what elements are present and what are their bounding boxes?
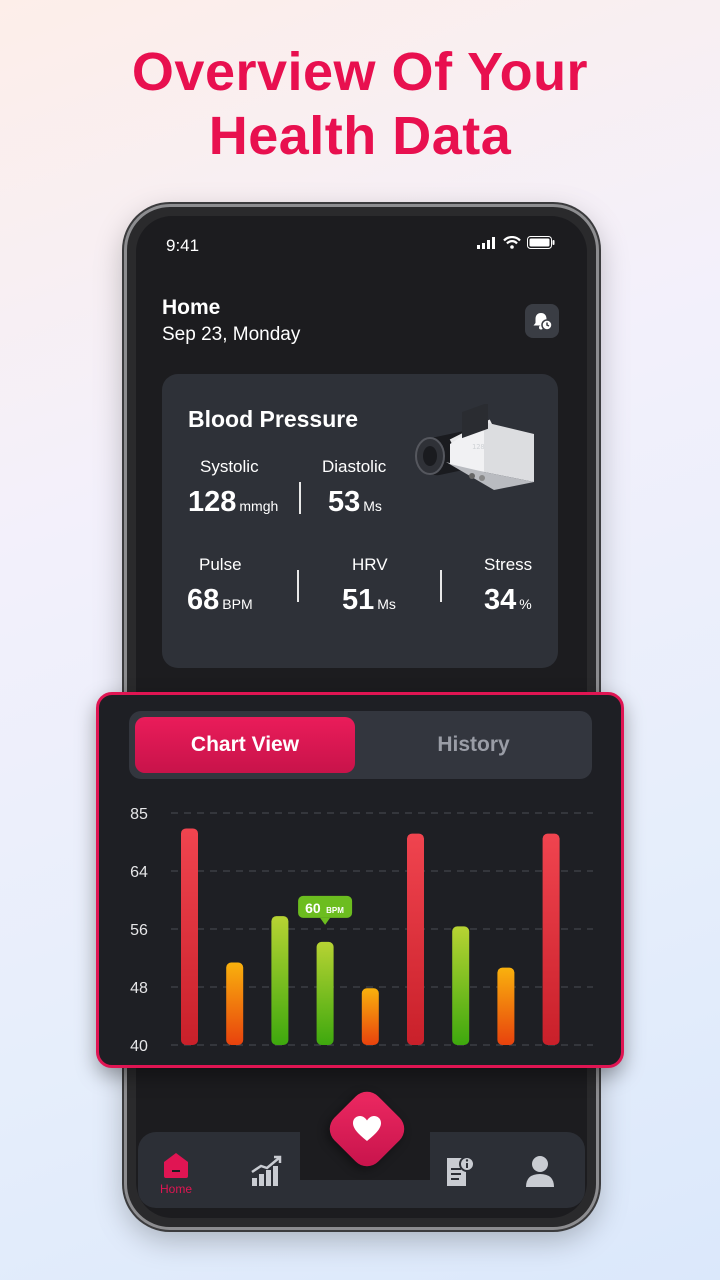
chart-bar: [497, 967, 515, 1045]
chart-bar: [316, 941, 334, 1045]
systolic-label: Systolic: [200, 457, 259, 476]
wifi-icon: [503, 236, 521, 249]
blood-pressure-card[interactable]: Blood Pressure 128 Systolic 128 mmgh Dias…: [162, 374, 558, 668]
chart-bar: [452, 926, 470, 1045]
heart-rate-bar-chart: 85 64 56 48 40 60 BPM: [130, 806, 593, 1055]
chart-bar: [361, 988, 379, 1045]
chart-bar: [542, 833, 560, 1045]
divider: [299, 482, 301, 514]
y-tick-label: 85: [130, 806, 148, 823]
heart-icon: [353, 1116, 381, 1141]
headline-line-1: Overview Of Your: [131, 42, 589, 102]
diastolic-value: 53 Ms: [328, 486, 382, 519]
stress-value: 34%: [484, 584, 532, 617]
diastolic-unit: Ms: [363, 498, 382, 514]
nav-home[interactable]: Home: [160, 1150, 192, 1196]
chart-bar: [181, 828, 198, 1045]
y-tick-label: 40: [130, 1038, 148, 1055]
alarm-bell-icon: [533, 313, 553, 331]
systolic-unit: mmgh: [239, 498, 279, 514]
divider: [440, 570, 442, 602]
chart-bar: [271, 916, 289, 1045]
tab-history[interactable]: History: [437, 733, 510, 756]
tooltip-bubble: [298, 895, 353, 918]
tooltip-unit: BPM: [326, 906, 344, 915]
chart-bar: [226, 962, 244, 1045]
battery-icon: [527, 236, 555, 249]
svg-text:128: 128: [472, 443, 485, 451]
view-segmented-control: Chart View History: [129, 711, 592, 779]
signal-icon: [477, 236, 495, 249]
pulse-number: 68: [187, 584, 220, 616]
reminder-button[interactable]: [525, 304, 559, 338]
chart-bar: [407, 833, 424, 1045]
bar-chart-trend-icon: [251, 1155, 282, 1186]
blood-pressure-title: Blood Pressure: [188, 406, 358, 432]
chart-overlay-card: Chart View History 85 64 56 48 40 60 BPM: [96, 692, 624, 1068]
status-time: 9:41: [166, 236, 200, 255]
home-icon: [164, 1153, 188, 1178]
nav-reports[interactable]: [444, 1154, 476, 1188]
nav-home-label: Home: [160, 1182, 193, 1196]
stress-number: 34: [484, 584, 517, 616]
nav-notch: [300, 1132, 430, 1180]
diastolic-label: Diastolic: [322, 457, 387, 476]
hrv-value: 51 Ms: [342, 584, 396, 617]
y-tick-label: 56: [130, 922, 148, 939]
nav-profile[interactable]: [524, 1154, 556, 1188]
y-tick-label: 64: [130, 864, 148, 881]
pulse-unit: BPM: [222, 596, 253, 612]
report-info-icon: [447, 1156, 475, 1186]
hrv-label: HRV: [352, 555, 388, 574]
blood-pressure-monitor-icon: 128: [415, 404, 534, 490]
hrv-unit: Ms: [377, 596, 396, 612]
promo-headline: Overview Of Your Health Data: [0, 40, 720, 168]
headline-line-2: Health Data: [208, 106, 512, 166]
y-tick-label: 48: [130, 980, 148, 997]
measure-heart-button[interactable]: [323, 1085, 411, 1173]
pulse-label: Pulse: [199, 555, 242, 574]
tooltip-value: 60: [305, 900, 321, 916]
stress-unit: %: [519, 596, 532, 612]
pulse-value: 68 BPM: [187, 584, 253, 617]
divider: [297, 570, 299, 602]
stress-label: Stress: [484, 555, 533, 574]
page-title: Home: [162, 296, 221, 319]
systolic-value: 128 mmgh: [188, 486, 278, 519]
current-date: Sep 23, Monday: [162, 324, 301, 345]
diastolic-number: 53: [328, 486, 361, 518]
user-icon: [526, 1156, 554, 1187]
hrv-number: 51: [342, 584, 375, 616]
status-icons: [477, 236, 555, 249]
tooltip-pointer: [320, 917, 331, 925]
nav-stats[interactable]: [249, 1154, 283, 1188]
systolic-number: 128: [188, 486, 237, 518]
tab-chart-view[interactable]: Chart View: [135, 717, 355, 773]
